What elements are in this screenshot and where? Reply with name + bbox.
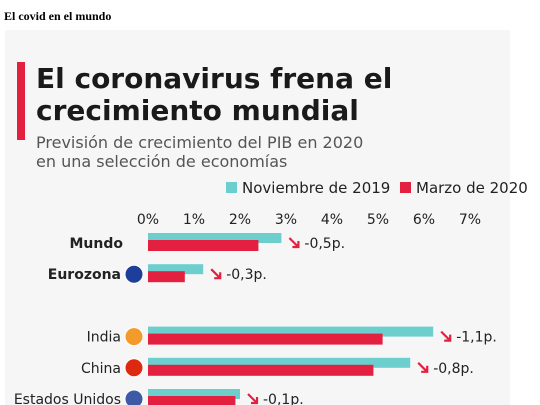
x-tick-label: 2% xyxy=(229,212,251,228)
category-label: Eurozona xyxy=(48,267,121,283)
x-tick-label: 0% xyxy=(137,212,159,228)
legend-label: Marzo de 2020 xyxy=(416,179,528,197)
category-label: Estados Unidos xyxy=(14,392,121,405)
change-arrow xyxy=(417,362,429,373)
x-tick-label: 4% xyxy=(321,212,343,228)
flag-icon xyxy=(124,358,144,378)
bar xyxy=(148,333,383,345)
chart-subtitle: en una selección de economías xyxy=(36,152,287,171)
bar xyxy=(148,271,185,283)
change-label: -1,1p. xyxy=(456,330,497,346)
category-label: China xyxy=(81,361,121,377)
flag-icon xyxy=(124,327,144,347)
flag-icon xyxy=(124,264,144,284)
change-label: -0,5p. xyxy=(304,236,345,252)
change-label: -0,1p. xyxy=(263,392,304,405)
change-label: -0,3p. xyxy=(226,267,267,283)
chart-title: El coronavirus frena el xyxy=(36,62,392,95)
category-label: India xyxy=(87,330,121,346)
chart-title: crecimiento mundial xyxy=(36,94,359,127)
bar xyxy=(148,240,259,251)
bar xyxy=(148,364,374,376)
x-tick-label: 7% xyxy=(459,212,481,228)
change-arrow xyxy=(440,330,452,342)
bar xyxy=(148,396,236,405)
page-header: El covid en el mundo xyxy=(4,9,112,23)
legend-label: Noviembre de 2019 xyxy=(242,179,390,197)
change-arrow xyxy=(210,268,222,280)
category-label: Mundo xyxy=(69,236,123,252)
title-accent xyxy=(17,62,25,140)
change-label: -0,8p. xyxy=(433,361,474,377)
chart-subtitle: Previsión de crecimiento del PIB en 2020 xyxy=(36,133,363,152)
legend-swatch xyxy=(400,182,411,193)
change-arrow xyxy=(288,237,300,249)
bar xyxy=(148,233,282,243)
x-tick-label: 3% xyxy=(275,212,297,228)
legend-swatch xyxy=(226,182,237,193)
x-tick-label: 5% xyxy=(367,212,389,228)
x-tick-label: 1% xyxy=(183,212,205,228)
change-arrow xyxy=(247,393,259,405)
x-tick-label: 6% xyxy=(413,212,435,228)
bar xyxy=(148,389,240,399)
bar xyxy=(148,326,434,337)
bar xyxy=(148,357,411,368)
flag-icon xyxy=(124,389,144,405)
bar xyxy=(148,264,204,275)
